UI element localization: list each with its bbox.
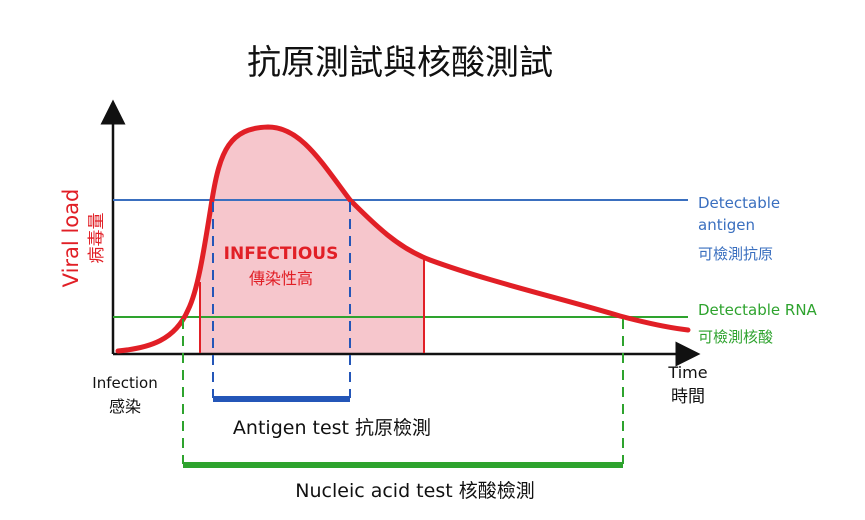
infectious-area (200, 127, 424, 353)
infectious-label-zh: 傳染性高 (249, 269, 313, 288)
nucleic-test-label: Nucleic acid test 核酸檢測 (295, 480, 534, 502)
rna-threshold-label-zh: 可檢測核酸 (698, 328, 773, 346)
antigen-test-label: Antigen test 抗原檢測 (233, 417, 431, 439)
y-axis-label-en: Viral load (59, 189, 83, 288)
antigen-threshold-label-2: antigen (698, 216, 755, 234)
infection-label-en: Infection (92, 374, 157, 392)
antigen-threshold-label-zh: 可檢測抗原 (698, 245, 773, 263)
antigen-threshold-label-1: Detectable (698, 194, 780, 212)
infectious-label-en: INFECTIOUS (224, 244, 339, 264)
rna-threshold-label: Detectable RNA (698, 301, 818, 319)
diagram-title: 抗原測試與核酸測試 (247, 43, 553, 83)
y-axis-label-zh: 病毒量 (87, 213, 107, 264)
x-axis-label-en: Time (667, 363, 707, 382)
viral-load-curve (115, 124, 691, 354)
x-axis-label-zh: 時間 (671, 387, 705, 407)
infection-label-zh: 感染 (109, 397, 141, 416)
